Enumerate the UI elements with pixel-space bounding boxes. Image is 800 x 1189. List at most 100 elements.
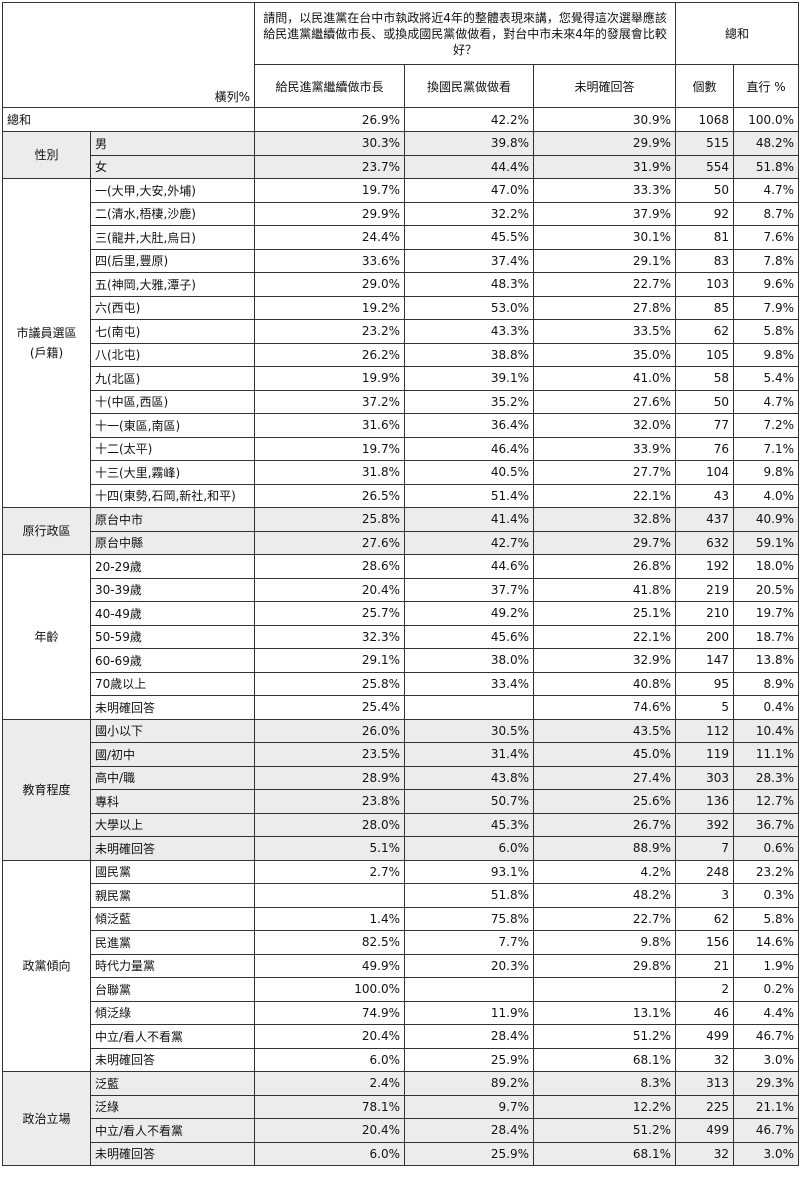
cell-dpp-pct: 33.6% bbox=[254, 248, 405, 273]
row-percent-label: 橫列% bbox=[2, 2, 255, 108]
cell-count: 58 bbox=[675, 366, 735, 391]
cell-no-answer-pct: 41.8% bbox=[532, 577, 677, 602]
survey-question: 請問，以民進黨在台中市執政將近4年的整體表現來講，您覺得這次選舉應該給民進黨繼續… bbox=[253, 2, 677, 65]
cell-count: 219 bbox=[675, 577, 735, 602]
col-header-no-answer: 未明確回答 bbox=[532, 64, 677, 108]
row-label: 二(清水,梧棲,沙鹿) bbox=[90, 201, 255, 226]
cell-dpp-pct: 28.0% bbox=[254, 812, 405, 837]
cell-column-pct: 21.1% bbox=[733, 1094, 800, 1119]
cell-dpp-pct: 20.4% bbox=[254, 577, 405, 602]
cell-column-pct: 4.0% bbox=[733, 483, 800, 508]
row-label: 國民黨 bbox=[90, 859, 255, 884]
col-header-kmt-try: 換國民黨做做看 bbox=[404, 64, 534, 108]
cell-kmt-pct: 47.0% bbox=[404, 178, 534, 203]
table-row: 40-49歲 25.7% 49.2% 25.1% 210 19.7% bbox=[3, 601, 800, 626]
cell-dpp-pct: 25.7% bbox=[254, 601, 405, 626]
row-label: 未明確回答 bbox=[90, 836, 255, 861]
cell-kmt-pct: 9.7% bbox=[404, 1094, 534, 1119]
row-label: 國/初中 bbox=[90, 742, 255, 767]
cell-count: 50 bbox=[675, 389, 735, 414]
cell-no-answer-pct: 43.5% bbox=[532, 718, 677, 743]
cell-no-answer-pct: 25.1% bbox=[532, 601, 677, 626]
cell-count: 85 bbox=[675, 295, 735, 320]
cell-no-answer-pct: 26.7% bbox=[532, 812, 677, 837]
row-label: 七(南屯) bbox=[90, 319, 255, 344]
cell-count: 81 bbox=[675, 225, 735, 250]
cell-no-answer-pct: 33.9% bbox=[532, 436, 677, 461]
cell-kmt-pct: 43.8% bbox=[404, 765, 534, 790]
cell-count: 499 bbox=[675, 1024, 735, 1049]
cell-dpp-pct: 2.4% bbox=[254, 1071, 405, 1096]
cell-count: 83 bbox=[675, 248, 735, 273]
cell-no-answer-pct: 22.1% bbox=[532, 624, 677, 649]
cell-no-answer-pct: 29.1% bbox=[532, 248, 677, 273]
cell-count: 21 bbox=[675, 953, 735, 978]
cell-kmt-pct: 93.1% bbox=[404, 859, 534, 884]
cell-kmt-pct: 50.7% bbox=[404, 789, 534, 814]
cell-count: 210 bbox=[675, 601, 735, 626]
cell-column-pct: 36.7% bbox=[733, 812, 800, 837]
cell-column-pct: 51.8% bbox=[733, 154, 800, 179]
table-row: 60-69歲 29.1% 38.0% 32.9% 147 13.8% bbox=[3, 648, 800, 673]
cell-kmt-pct: 41.4% bbox=[404, 507, 534, 532]
cell-kmt-pct: 51.8% bbox=[404, 883, 534, 908]
cell-no-answer-pct: 25.6% bbox=[532, 789, 677, 814]
cell-column-pct: 3.0% bbox=[733, 1047, 800, 1072]
cell-kmt-pct: 89.2% bbox=[404, 1071, 534, 1096]
group-label: 年齡 bbox=[2, 554, 91, 720]
cell-kmt-pct: 25.9% bbox=[404, 1047, 534, 1072]
row-label: 時代力量黨 bbox=[90, 953, 255, 978]
row-label: 未明確回答 bbox=[90, 695, 255, 720]
cell-dpp-pct: 78.1% bbox=[254, 1094, 405, 1119]
table-row: 未明確回答 6.0% 25.9% 68.1% 32 3.0% bbox=[3, 1047, 800, 1072]
cell-kmt-pct: 49.2% bbox=[404, 601, 534, 626]
cell-dpp-pct: 29.0% bbox=[254, 272, 405, 297]
cell-dpp-pct: 74.9% bbox=[254, 1000, 405, 1025]
cell-kmt-pct: 28.4% bbox=[404, 1118, 534, 1143]
table-row: 性別男 30.3% 39.8% 29.9% 515 48.2% bbox=[2, 131, 800, 179]
table-row: 未明確回答 25.4% 74.6% 5 0.4% bbox=[3, 695, 800, 720]
table-row: 市議員選區 (戶籍) 一(大甲,大安,外埔) 19.7% 47.0% 33.3% 50 4.… bbox=[2, 178, 800, 508]
row-label: 五(神岡,大雅,潭子) bbox=[90, 272, 255, 297]
row-label: 十二(太平) bbox=[90, 436, 255, 461]
cell-count: 62 bbox=[675, 906, 735, 931]
cell-column-pct: 9.6% bbox=[733, 272, 800, 297]
group-label: 政黨傾向 bbox=[2, 859, 91, 1072]
table-row: 四(后里,豐原) 33.6% 37.4% 29.1% 83 7.8% bbox=[3, 248, 800, 273]
cell-dpp-pct: 31.6% bbox=[254, 413, 405, 438]
row-label: 三(龍井,大肚,烏日) bbox=[90, 225, 255, 250]
cell-dpp-pct: 32.3% bbox=[254, 624, 405, 649]
cell-dpp-pct: 25.8% bbox=[254, 671, 405, 696]
group-label: 市議員選區 (戶籍) bbox=[2, 178, 91, 508]
cell-count: 76 bbox=[675, 436, 735, 461]
row-label: 傾泛藍 bbox=[90, 906, 255, 931]
cell-count: 62 bbox=[675, 319, 735, 344]
cell-no-answer-pct: 41.0% bbox=[532, 366, 677, 391]
cell-no-answer-pct: 22.7% bbox=[532, 272, 677, 297]
cell-no-answer-pct: 27.6% bbox=[532, 389, 677, 414]
cell-dpp-pct: 19.7% bbox=[254, 436, 405, 461]
cell-kmt-pct: 37.7% bbox=[404, 577, 534, 602]
table-row: 原台中縣 27.6% 42.7% 29.7% 632 59.1% bbox=[3, 530, 800, 555]
table-row: 年齡 20-29歲 28.6% 44.6% 26.8% 192 18.0% bbox=[2, 554, 800, 720]
cell-column-pct: 40.9% bbox=[733, 507, 800, 532]
cell-count: 3 bbox=[675, 883, 735, 908]
cell-kmt-pct: 75.8% bbox=[404, 906, 534, 931]
row-label: 十(中區,西區) bbox=[90, 389, 255, 414]
row-label: 高中/職 bbox=[90, 765, 255, 790]
cell-dpp-pct: 24.4% bbox=[254, 225, 405, 250]
total-row-label: 總和 bbox=[2, 107, 255, 132]
cell-count: 136 bbox=[675, 789, 735, 814]
cell-column-pct: 0.3% bbox=[733, 883, 800, 908]
cell-no-answer-pct: 27.4% bbox=[532, 765, 677, 790]
cell-count: 46 bbox=[675, 1000, 735, 1025]
cell-dpp-pct: 20.4% bbox=[254, 1118, 405, 1143]
cell-kmt-pct: 6.0% bbox=[404, 836, 534, 861]
row-label: 原台中縣 bbox=[90, 530, 255, 555]
table-row: 高中/職 28.9% 43.8% 27.4% 303 28.3% bbox=[3, 765, 800, 790]
row-label: 60-69歲 bbox=[90, 648, 255, 673]
cell-dpp-pct: 28.9% bbox=[254, 765, 405, 790]
row-label: 大學以上 bbox=[90, 812, 255, 837]
cell-column-pct: 0.4% bbox=[733, 695, 800, 720]
cell-count: 192 bbox=[675, 554, 735, 579]
